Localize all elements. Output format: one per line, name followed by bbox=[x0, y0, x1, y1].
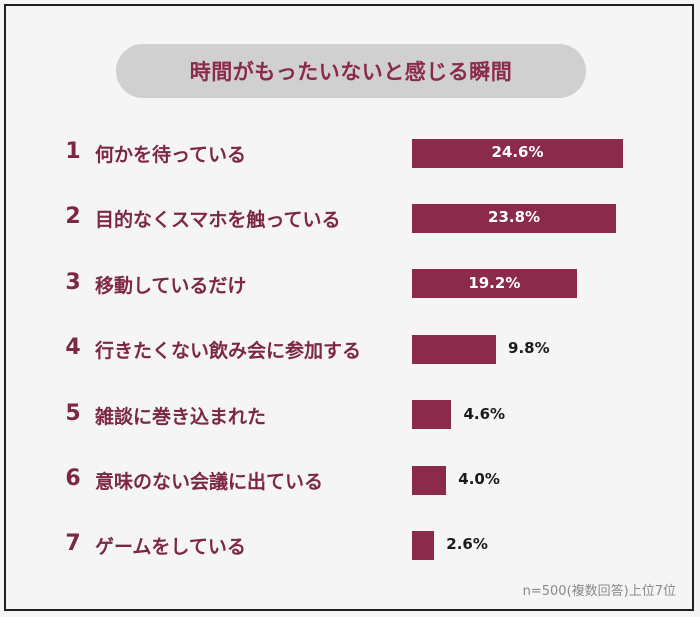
rank-number: 3 bbox=[65, 269, 81, 295]
sample-note: n=500(複数回答)上位7位 bbox=[522, 584, 676, 599]
bar bbox=[412, 138, 623, 168]
value-label: 4.0% bbox=[458, 470, 500, 488]
category-label: ゲームをしている bbox=[95, 536, 246, 559]
value-label: 4.6% bbox=[463, 404, 506, 423]
value-label: 9.8% bbox=[508, 339, 550, 358]
category-label: 行きたくない飲み会に参加する bbox=[95, 340, 362, 363]
rank-number: 2 bbox=[65, 204, 81, 230]
value-label: 19.2% bbox=[468, 273, 521, 292]
category-label: 目的なくスマホを触っている bbox=[95, 209, 341, 232]
bar bbox=[412, 530, 435, 560]
rank-number: 5 bbox=[65, 400, 81, 426]
category-label: 何かを待っている bbox=[95, 144, 247, 166]
bar bbox=[412, 269, 577, 299]
chart-frame bbox=[4, 4, 694, 611]
category-label: 雑談に巻き込まれた bbox=[95, 405, 267, 428]
rank-number: 4 bbox=[65, 335, 81, 361]
category-label: 意味のない会議に出ている bbox=[95, 471, 324, 493]
category-label: 移動しているだけ bbox=[95, 274, 247, 297]
bar bbox=[412, 465, 447, 495]
rank-number: 6 bbox=[65, 466, 81, 491]
rank-number: 7 bbox=[65, 531, 81, 557]
rank-number: 1 bbox=[65, 139, 81, 164]
value-label: 23.8% bbox=[488, 208, 541, 227]
title-banner: 時間がもったいないと感じる瞬間 bbox=[116, 44, 586, 98]
bar bbox=[412, 203, 617, 233]
bar bbox=[412, 334, 497, 364]
value-label: 2.6% bbox=[446, 535, 488, 554]
chart-title: 時間がもったいないと感じる瞬間 bbox=[189, 60, 513, 84]
bar bbox=[412, 400, 452, 430]
value-label: 24.6% bbox=[491, 143, 544, 161]
